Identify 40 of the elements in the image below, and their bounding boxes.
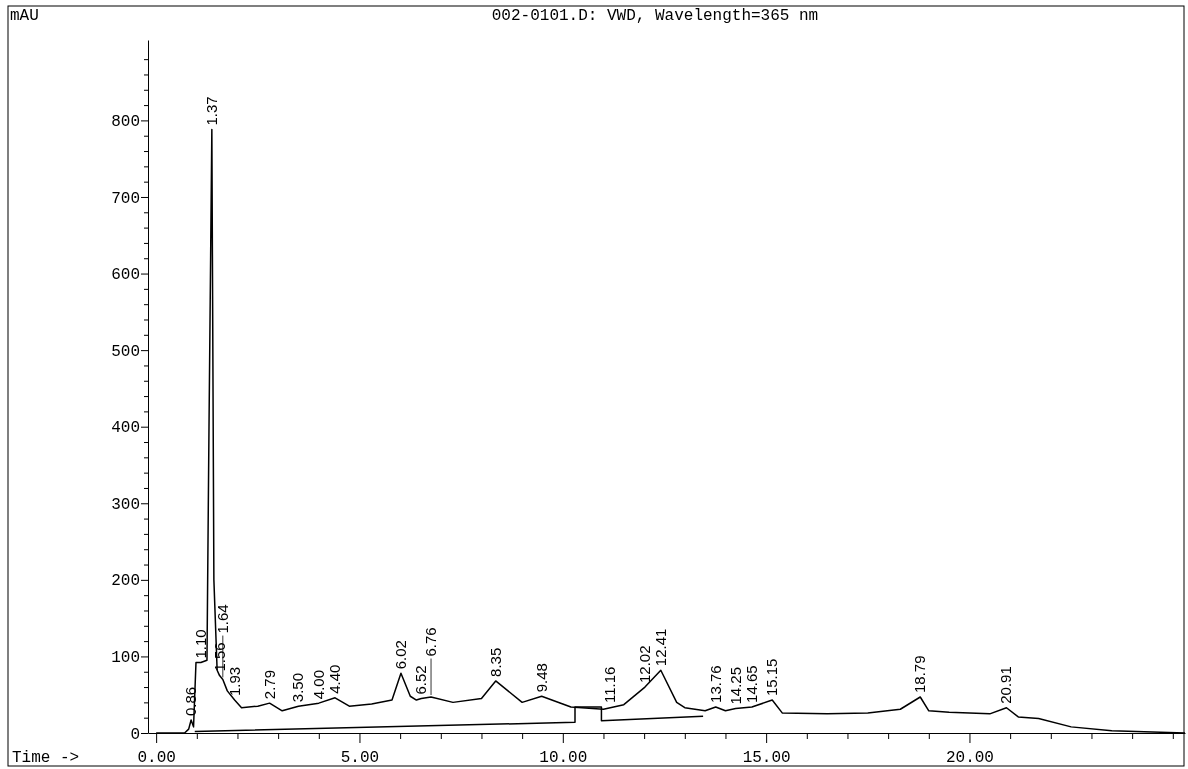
y-tick-label: 600 — [111, 266, 140, 285]
annotation: 4.40 — [326, 664, 344, 694]
annotation: 14.65 — [742, 665, 760, 703]
x-tick-label: 5.00 — [340, 749, 380, 768]
x-tick-label: 15.00 — [742, 749, 791, 768]
annotation: 12.02 — [635, 645, 653, 684]
annotation: 15.15 — [763, 658, 781, 697]
annotation: 1.10 — [191, 629, 209, 659]
chart-title: 002-0101.D: VWD, Wavelength=365 nm — [491, 7, 819, 25]
x-tick-label: 0.00 — [137, 749, 176, 768]
y-tick-label: 400 — [111, 419, 140, 438]
annotation: 9.48 — [532, 663, 550, 693]
annotation: 2.79 — [260, 669, 278, 700]
annotation: 12.41 — [651, 628, 669, 667]
y-tick-label: 100 — [111, 649, 140, 668]
y-tick-label: 300 — [111, 495, 140, 514]
y-tick-label: 700 — [111, 189, 140, 208]
annotation: 3.50 — [289, 673, 307, 703]
annotation: 1.64 — [213, 604, 231, 634]
y-axis-title: mAU — [10, 7, 39, 25]
annotation: 1.56 — [210, 642, 228, 672]
annotation: 18.79 — [911, 655, 929, 694]
y-tick-label: 500 — [111, 342, 140, 361]
y-tick-label: 0 — [130, 725, 140, 744]
annotation: 6.52 — [412, 665, 430, 695]
annotation: 4.00 — [309, 669, 327, 700]
annotation: 8.35 — [486, 647, 504, 677]
y-tick-label: 200 — [111, 572, 140, 591]
annotation: 6.02 — [391, 640, 409, 670]
x-tick-label: 20.00 — [945, 749, 994, 768]
y-tick-label: 800 — [111, 113, 140, 132]
annotation: 20.91 — [997, 666, 1015, 704]
annotation: 1.37 — [202, 96, 220, 126]
annotation: 13.76 — [706, 665, 724, 703]
annotation: 11.16 — [600, 666, 618, 703]
annotation: 14.25 — [726, 666, 744, 705]
x-axis-title: Time -> — [12, 749, 80, 767]
annotation: 6.76 — [422, 627, 440, 657]
x-tick-label: 10.00 — [539, 749, 588, 768]
annotation: 1.93 — [225, 666, 243, 697]
